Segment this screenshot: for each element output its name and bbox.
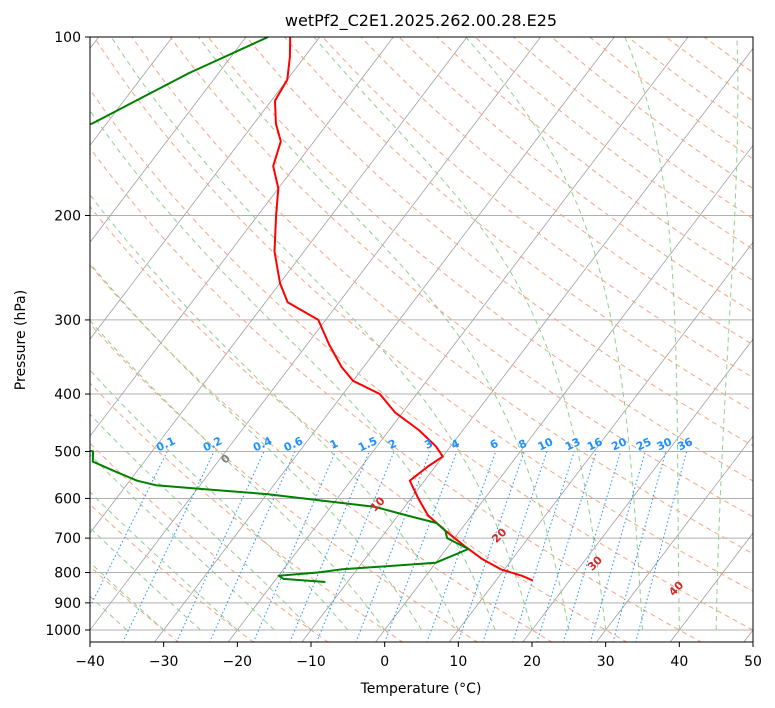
mixing-ratio-line — [289, 451, 370, 642]
moist-adiabat-line — [715, 37, 739, 630]
y-tick-label: 200 — [54, 209, 81, 225]
x-tick-label: 10 — [449, 654, 467, 670]
isotherms — [90, 37, 753, 642]
moist-adiabat-line — [90, 369, 349, 631]
dry-adiabat-line — [90, 565, 180, 642]
x-tick-label: 20 — [523, 654, 541, 670]
moist-adiabat-line — [198, 37, 570, 631]
dry-adiabat-line — [90, 147, 703, 642]
sounding-series — [90, 37, 534, 583]
y-axis-ticks: 1000 900 800 700 600 500 400 300 200 100 — [45, 30, 90, 639]
isotherm-line — [154, 37, 615, 642]
mixing-ratio-line — [426, 451, 497, 642]
y-tick-label: 600 — [54, 491, 81, 507]
moist-adiabat-line — [90, 319, 386, 631]
x-tick-label: −40 — [75, 654, 105, 670]
mixing-ratio-line — [457, 451, 525, 642]
y-tick-label: 400 — [54, 387, 81, 403]
x-tick-label: 0 — [380, 654, 389, 670]
isotherm-line — [227, 37, 689, 642]
isotherm-line — [90, 37, 468, 534]
x-tick-label: −10 — [296, 654, 326, 670]
mixing-ratio-line — [482, 451, 548, 642]
x-tick-label: 50 — [744, 654, 762, 670]
mixing-ratio-label: 36 — [675, 435, 695, 453]
moist-adiabats — [90, 37, 753, 631]
mixing-ratio-line — [562, 451, 622, 642]
mixing-ratio-line — [536, 451, 597, 642]
mixing-ratio-line — [209, 451, 296, 642]
y-tick-label: 500 — [54, 444, 81, 460]
isotherm-line — [596, 435, 753, 642]
dry-adiabat-line — [169, 37, 753, 518]
isotherm-line — [90, 37, 320, 340]
x-axis-ticks: −40 −30 −20 −10 0 10 20 30 40 50 — [75, 642, 762, 670]
moist-adiabat-line — [110, 37, 533, 631]
x-tick-label: 30 — [597, 654, 615, 670]
x-tick-label: −30 — [149, 654, 179, 670]
isotherm-line — [90, 37, 394, 437]
dry-adiabat-line — [322, 37, 753, 379]
y-tick-label: 1000 — [45, 623, 81, 639]
mixing-ratio-label: 30 — [655, 435, 675, 453]
moist-adiabat-line — [90, 109, 496, 631]
moist-adiabat-line — [624, 37, 680, 630]
isotherm-line — [448, 241, 753, 642]
dry-adiabat-line — [398, 37, 753, 313]
mixing-ratio-line — [252, 451, 336, 642]
chart-title: wetPf2_C2E1.2025.262.00.28.E25 — [285, 11, 557, 31]
moist-adiabat-line — [90, 413, 312, 631]
moist-adiabat-line — [90, 194, 459, 631]
y-tick-label: 700 — [54, 531, 81, 547]
dry-adiabat-line — [207, 37, 753, 482]
plot-frame — [89, 36, 754, 643]
mixing-ratio-line — [175, 451, 265, 642]
x-tick-label: −20 — [223, 654, 253, 670]
moist-adiabat-line — [90, 262, 422, 631]
dry-adiabat-line — [93, 37, 753, 592]
y-tick-label: 300 — [54, 313, 81, 329]
dry-adiabat-line — [90, 442, 329, 642]
pressure-grid — [90, 37, 753, 631]
y-axis-label: Pressure (hPa) — [13, 290, 29, 390]
mixing-ratio-line — [589, 451, 646, 642]
dry-adiabat-line — [246, 37, 753, 447]
dry-adiabat-line — [90, 205, 628, 642]
isotherm-line — [90, 37, 247, 243]
mixing-ratio-lines — [90, 451, 688, 642]
mixing-ratio-label: 16 — [585, 435, 605, 453]
mixing-ratio-label: 25 — [634, 435, 653, 453]
moist-adiabat-line — [465, 37, 643, 631]
mixing-ratio-line — [612, 451, 667, 642]
moist-adiabat-line — [313, 37, 607, 631]
isotherm-line — [669, 532, 753, 642]
mixing-ratio-label: 10 — [536, 435, 556, 453]
dry-adiabat-line — [90, 382, 404, 642]
y-tick-label: 900 — [54, 596, 81, 612]
dry-adiabat-line — [90, 264, 553, 642]
isotherm-line — [90, 37, 541, 631]
mixing-ratio-line — [635, 451, 688, 642]
dewpoint-profile-line — [90, 449, 470, 583]
x-tick-label: 40 — [670, 654, 688, 670]
x-axis-label: Temperature (°C) — [360, 681, 482, 697]
y-tick-label: 800 — [54, 566, 81, 582]
dry-adiabat-line — [90, 88, 753, 631]
mixing-ratio-line — [512, 451, 575, 642]
mixing-ratio-label: 13 — [563, 435, 582, 453]
plot-area: 0.10.20.40.611.52346810131620253036-100-… — [90, 37, 753, 642]
dry-adiabat-line — [131, 37, 753, 555]
y-tick-label: 100 — [54, 30, 81, 46]
isotherm-line — [90, 37, 173, 147]
dry-adiabats — [90, 37, 753, 642]
mixing-ratio-label: 20 — [609, 435, 629, 453]
mixing-ratio-line — [122, 451, 215, 642]
